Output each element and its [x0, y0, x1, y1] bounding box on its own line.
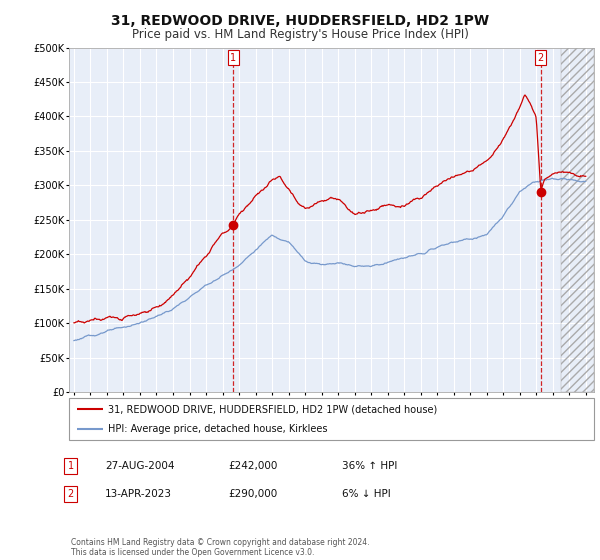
Text: 1: 1 [68, 461, 74, 471]
Text: Price paid vs. HM Land Registry's House Price Index (HPI): Price paid vs. HM Land Registry's House … [131, 28, 469, 41]
Text: Contains HM Land Registry data © Crown copyright and database right 2024.
This d: Contains HM Land Registry data © Crown c… [71, 538, 370, 557]
FancyBboxPatch shape [69, 398, 594, 440]
Text: 36% ↑ HPI: 36% ↑ HPI [342, 461, 397, 471]
Text: 2: 2 [538, 53, 544, 63]
Text: £242,000: £242,000 [228, 461, 277, 471]
Text: 2: 2 [68, 489, 74, 499]
Text: 27-AUG-2004: 27-AUG-2004 [105, 461, 175, 471]
Text: HPI: Average price, detached house, Kirklees: HPI: Average price, detached house, Kirk… [109, 424, 328, 434]
Text: 1: 1 [230, 53, 236, 63]
Text: 31, REDWOOD DRIVE, HUDDERSFIELD, HD2 1PW: 31, REDWOOD DRIVE, HUDDERSFIELD, HD2 1PW [111, 14, 489, 28]
Text: 6% ↓ HPI: 6% ↓ HPI [342, 489, 391, 499]
Text: £290,000: £290,000 [228, 489, 277, 499]
Text: 31, REDWOOD DRIVE, HUDDERSFIELD, HD2 1PW (detached house): 31, REDWOOD DRIVE, HUDDERSFIELD, HD2 1PW… [109, 404, 437, 414]
Text: 13-APR-2023: 13-APR-2023 [105, 489, 172, 499]
